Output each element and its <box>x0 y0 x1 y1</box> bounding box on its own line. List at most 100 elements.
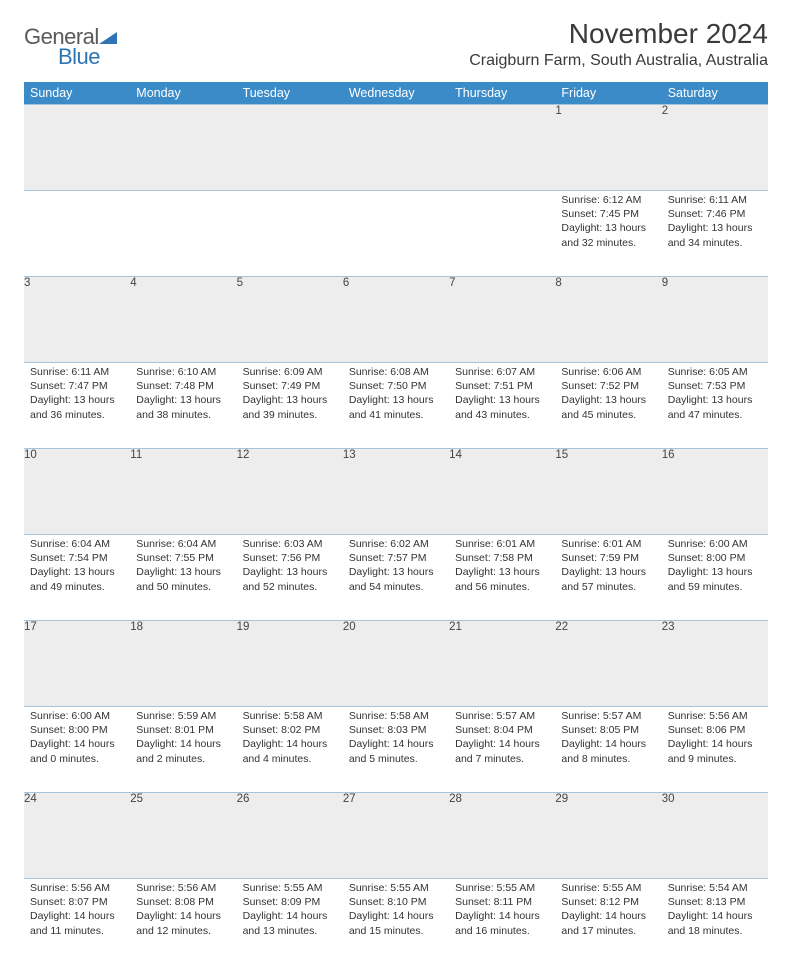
day-details: Sunrise: 5:56 AMSunset: 8:08 PMDaylight:… <box>130 879 236 942</box>
day-details: Sunrise: 5:59 AMSunset: 8:01 PMDaylight:… <box>130 707 236 770</box>
daylight-line: Daylight: 13 hours and 34 minutes. <box>668 221 762 249</box>
sunrise-line: Sunrise: 6:00 AM <box>30 709 124 723</box>
daylight-line: Daylight: 14 hours and 16 minutes. <box>455 909 549 937</box>
sunrise-line: Sunrise: 6:07 AM <box>455 365 549 379</box>
sunset-line: Sunset: 8:13 PM <box>668 895 762 909</box>
day-body-cell: Sunrise: 6:09 AMSunset: 7:49 PMDaylight:… <box>237 363 343 449</box>
day-details: Sunrise: 6:03 AMSunset: 7:56 PMDaylight:… <box>237 535 343 598</box>
day-details: Sunrise: 5:56 AMSunset: 8:06 PMDaylight:… <box>662 707 768 770</box>
sunrise-line: Sunrise: 6:12 AM <box>561 193 655 207</box>
day-details: Sunrise: 6:01 AMSunset: 7:59 PMDaylight:… <box>555 535 661 598</box>
day-body-cell: Sunrise: 6:11 AMSunset: 7:47 PMDaylight:… <box>24 363 130 449</box>
day-number-cell: 16 <box>662 449 768 535</box>
sunrise-line: Sunrise: 5:56 AM <box>30 881 124 895</box>
day-number-cell: 5 <box>237 277 343 363</box>
sunrise-line: Sunrise: 6:01 AM <box>455 537 549 551</box>
day-number-row: 17181920212223 <box>24 621 768 707</box>
sunrise-line: Sunrise: 6:00 AM <box>668 537 762 551</box>
daylight-line: Daylight: 13 hours and 32 minutes. <box>561 221 655 249</box>
day-body-cell: Sunrise: 6:04 AMSunset: 7:54 PMDaylight:… <box>24 535 130 621</box>
day-number-cell: 4 <box>130 277 236 363</box>
sunset-line: Sunset: 7:56 PM <box>243 551 337 565</box>
sunrise-line: Sunrise: 6:11 AM <box>668 193 762 207</box>
day-number-cell <box>237 105 343 191</box>
brand-part2: Blue <box>58 44 100 69</box>
weekday-header: Tuesday <box>237 82 343 105</box>
day-body-cell: Sunrise: 6:04 AMSunset: 7:55 PMDaylight:… <box>130 535 236 621</box>
day-details: Sunrise: 5:54 AMSunset: 8:13 PMDaylight:… <box>662 879 768 942</box>
sunset-line: Sunset: 7:49 PM <box>243 379 337 393</box>
daylight-line: Daylight: 13 hours and 59 minutes. <box>668 565 762 593</box>
day-details: Sunrise: 6:04 AMSunset: 7:54 PMDaylight:… <box>24 535 130 598</box>
day-body-cell: Sunrise: 6:06 AMSunset: 7:52 PMDaylight:… <box>555 363 661 449</box>
day-body-cell: Sunrise: 6:11 AMSunset: 7:46 PMDaylight:… <box>662 191 768 277</box>
day-number-cell: 26 <box>237 793 343 879</box>
day-details: Sunrise: 5:55 AMSunset: 8:11 PMDaylight:… <box>449 879 555 942</box>
day-body-cell: Sunrise: 6:12 AMSunset: 7:45 PMDaylight:… <box>555 191 661 277</box>
day-number-cell: 7 <box>449 277 555 363</box>
sunset-line: Sunset: 7:48 PM <box>136 379 230 393</box>
daylight-line: Daylight: 14 hours and 4 minutes. <box>243 737 337 765</box>
weekday-header: Monday <box>130 82 236 105</box>
day-body-cell: Sunrise: 5:59 AMSunset: 8:01 PMDaylight:… <box>130 707 236 793</box>
daylight-line: Daylight: 14 hours and 11 minutes. <box>30 909 124 937</box>
sunset-line: Sunset: 8:08 PM <box>136 895 230 909</box>
day-body-row: Sunrise: 6:04 AMSunset: 7:54 PMDaylight:… <box>24 535 768 621</box>
day-body-cell: Sunrise: 5:56 AMSunset: 8:07 PMDaylight:… <box>24 879 130 965</box>
day-body-cell: Sunrise: 5:58 AMSunset: 8:02 PMDaylight:… <box>237 707 343 793</box>
day-details: Sunrise: 6:09 AMSunset: 7:49 PMDaylight:… <box>237 363 343 426</box>
day-body-row: Sunrise: 5:56 AMSunset: 8:07 PMDaylight:… <box>24 879 768 965</box>
sunrise-line: Sunrise: 5:55 AM <box>349 881 443 895</box>
sunrise-line: Sunrise: 6:10 AM <box>136 365 230 379</box>
brand-logo: GeneralBlue <box>24 24 117 76</box>
day-details: Sunrise: 5:55 AMSunset: 8:10 PMDaylight:… <box>343 879 449 942</box>
day-body-cell: Sunrise: 5:56 AMSunset: 8:06 PMDaylight:… <box>662 707 768 793</box>
day-number-cell <box>449 105 555 191</box>
day-number-cell: 9 <box>662 277 768 363</box>
daylight-line: Daylight: 14 hours and 12 minutes. <box>136 909 230 937</box>
daylight-line: Daylight: 13 hours and 50 minutes. <box>136 565 230 593</box>
day-number-cell: 3 <box>24 277 130 363</box>
day-details: Sunrise: 5:57 AMSunset: 8:05 PMDaylight:… <box>555 707 661 770</box>
day-details: Sunrise: 6:02 AMSunset: 7:57 PMDaylight:… <box>343 535 449 598</box>
day-body-cell: Sunrise: 5:56 AMSunset: 8:08 PMDaylight:… <box>130 879 236 965</box>
sunset-line: Sunset: 8:05 PM <box>561 723 655 737</box>
sunrise-line: Sunrise: 6:08 AM <box>349 365 443 379</box>
sunset-line: Sunset: 7:55 PM <box>136 551 230 565</box>
day-number-cell: 11 <box>130 449 236 535</box>
sunset-line: Sunset: 7:58 PM <box>455 551 549 565</box>
day-body-cell: Sunrise: 5:57 AMSunset: 8:04 PMDaylight:… <box>449 707 555 793</box>
day-body-cell <box>343 191 449 277</box>
title-block: November 2024 Craigburn Farm, South Aust… <box>469 18 768 76</box>
day-details: Sunrise: 6:12 AMSunset: 7:45 PMDaylight:… <box>555 191 661 254</box>
daylight-line: Daylight: 13 hours and 38 minutes. <box>136 393 230 421</box>
sunset-line: Sunset: 8:00 PM <box>668 551 762 565</box>
day-body-cell: Sunrise: 6:10 AMSunset: 7:48 PMDaylight:… <box>130 363 236 449</box>
weekday-row: SundayMondayTuesdayWednesdayThursdayFrid… <box>24 82 768 105</box>
daylight-line: Daylight: 14 hours and 7 minutes. <box>455 737 549 765</box>
daylight-line: Daylight: 14 hours and 5 minutes. <box>349 737 443 765</box>
day-details: Sunrise: 5:55 AMSunset: 8:09 PMDaylight:… <box>237 879 343 942</box>
day-number-row: 24252627282930 <box>24 793 768 879</box>
sunrise-line: Sunrise: 5:55 AM <box>561 881 655 895</box>
daylight-line: Daylight: 13 hours and 49 minutes. <box>30 565 124 593</box>
weekday-header: Sunday <box>24 82 130 105</box>
sunrise-line: Sunrise: 5:58 AM <box>243 709 337 723</box>
daylight-line: Daylight: 13 hours and 45 minutes. <box>561 393 655 421</box>
sunset-line: Sunset: 7:54 PM <box>30 551 124 565</box>
day-details: Sunrise: 6:00 AMSunset: 8:00 PMDaylight:… <box>24 707 130 770</box>
day-body-cell: Sunrise: 6:03 AMSunset: 7:56 PMDaylight:… <box>237 535 343 621</box>
sunset-line: Sunset: 8:07 PM <box>30 895 124 909</box>
sunset-line: Sunset: 8:01 PM <box>136 723 230 737</box>
day-number-cell: 27 <box>343 793 449 879</box>
header: GeneralBlue November 2024 Craigburn Farm… <box>24 18 768 76</box>
day-number-cell: 28 <box>449 793 555 879</box>
day-body-row: Sunrise: 6:00 AMSunset: 8:00 PMDaylight:… <box>24 707 768 793</box>
sunrise-line: Sunrise: 5:56 AM <box>668 709 762 723</box>
day-body-cell: Sunrise: 6:08 AMSunset: 7:50 PMDaylight:… <box>343 363 449 449</box>
day-body-cell: Sunrise: 5:57 AMSunset: 8:05 PMDaylight:… <box>555 707 661 793</box>
brand-text: GeneralBlue <box>24 24 117 76</box>
day-number-cell: 13 <box>343 449 449 535</box>
daylight-line: Daylight: 13 hours and 36 minutes. <box>30 393 124 421</box>
brand-triangle-icon <box>99 24 117 50</box>
